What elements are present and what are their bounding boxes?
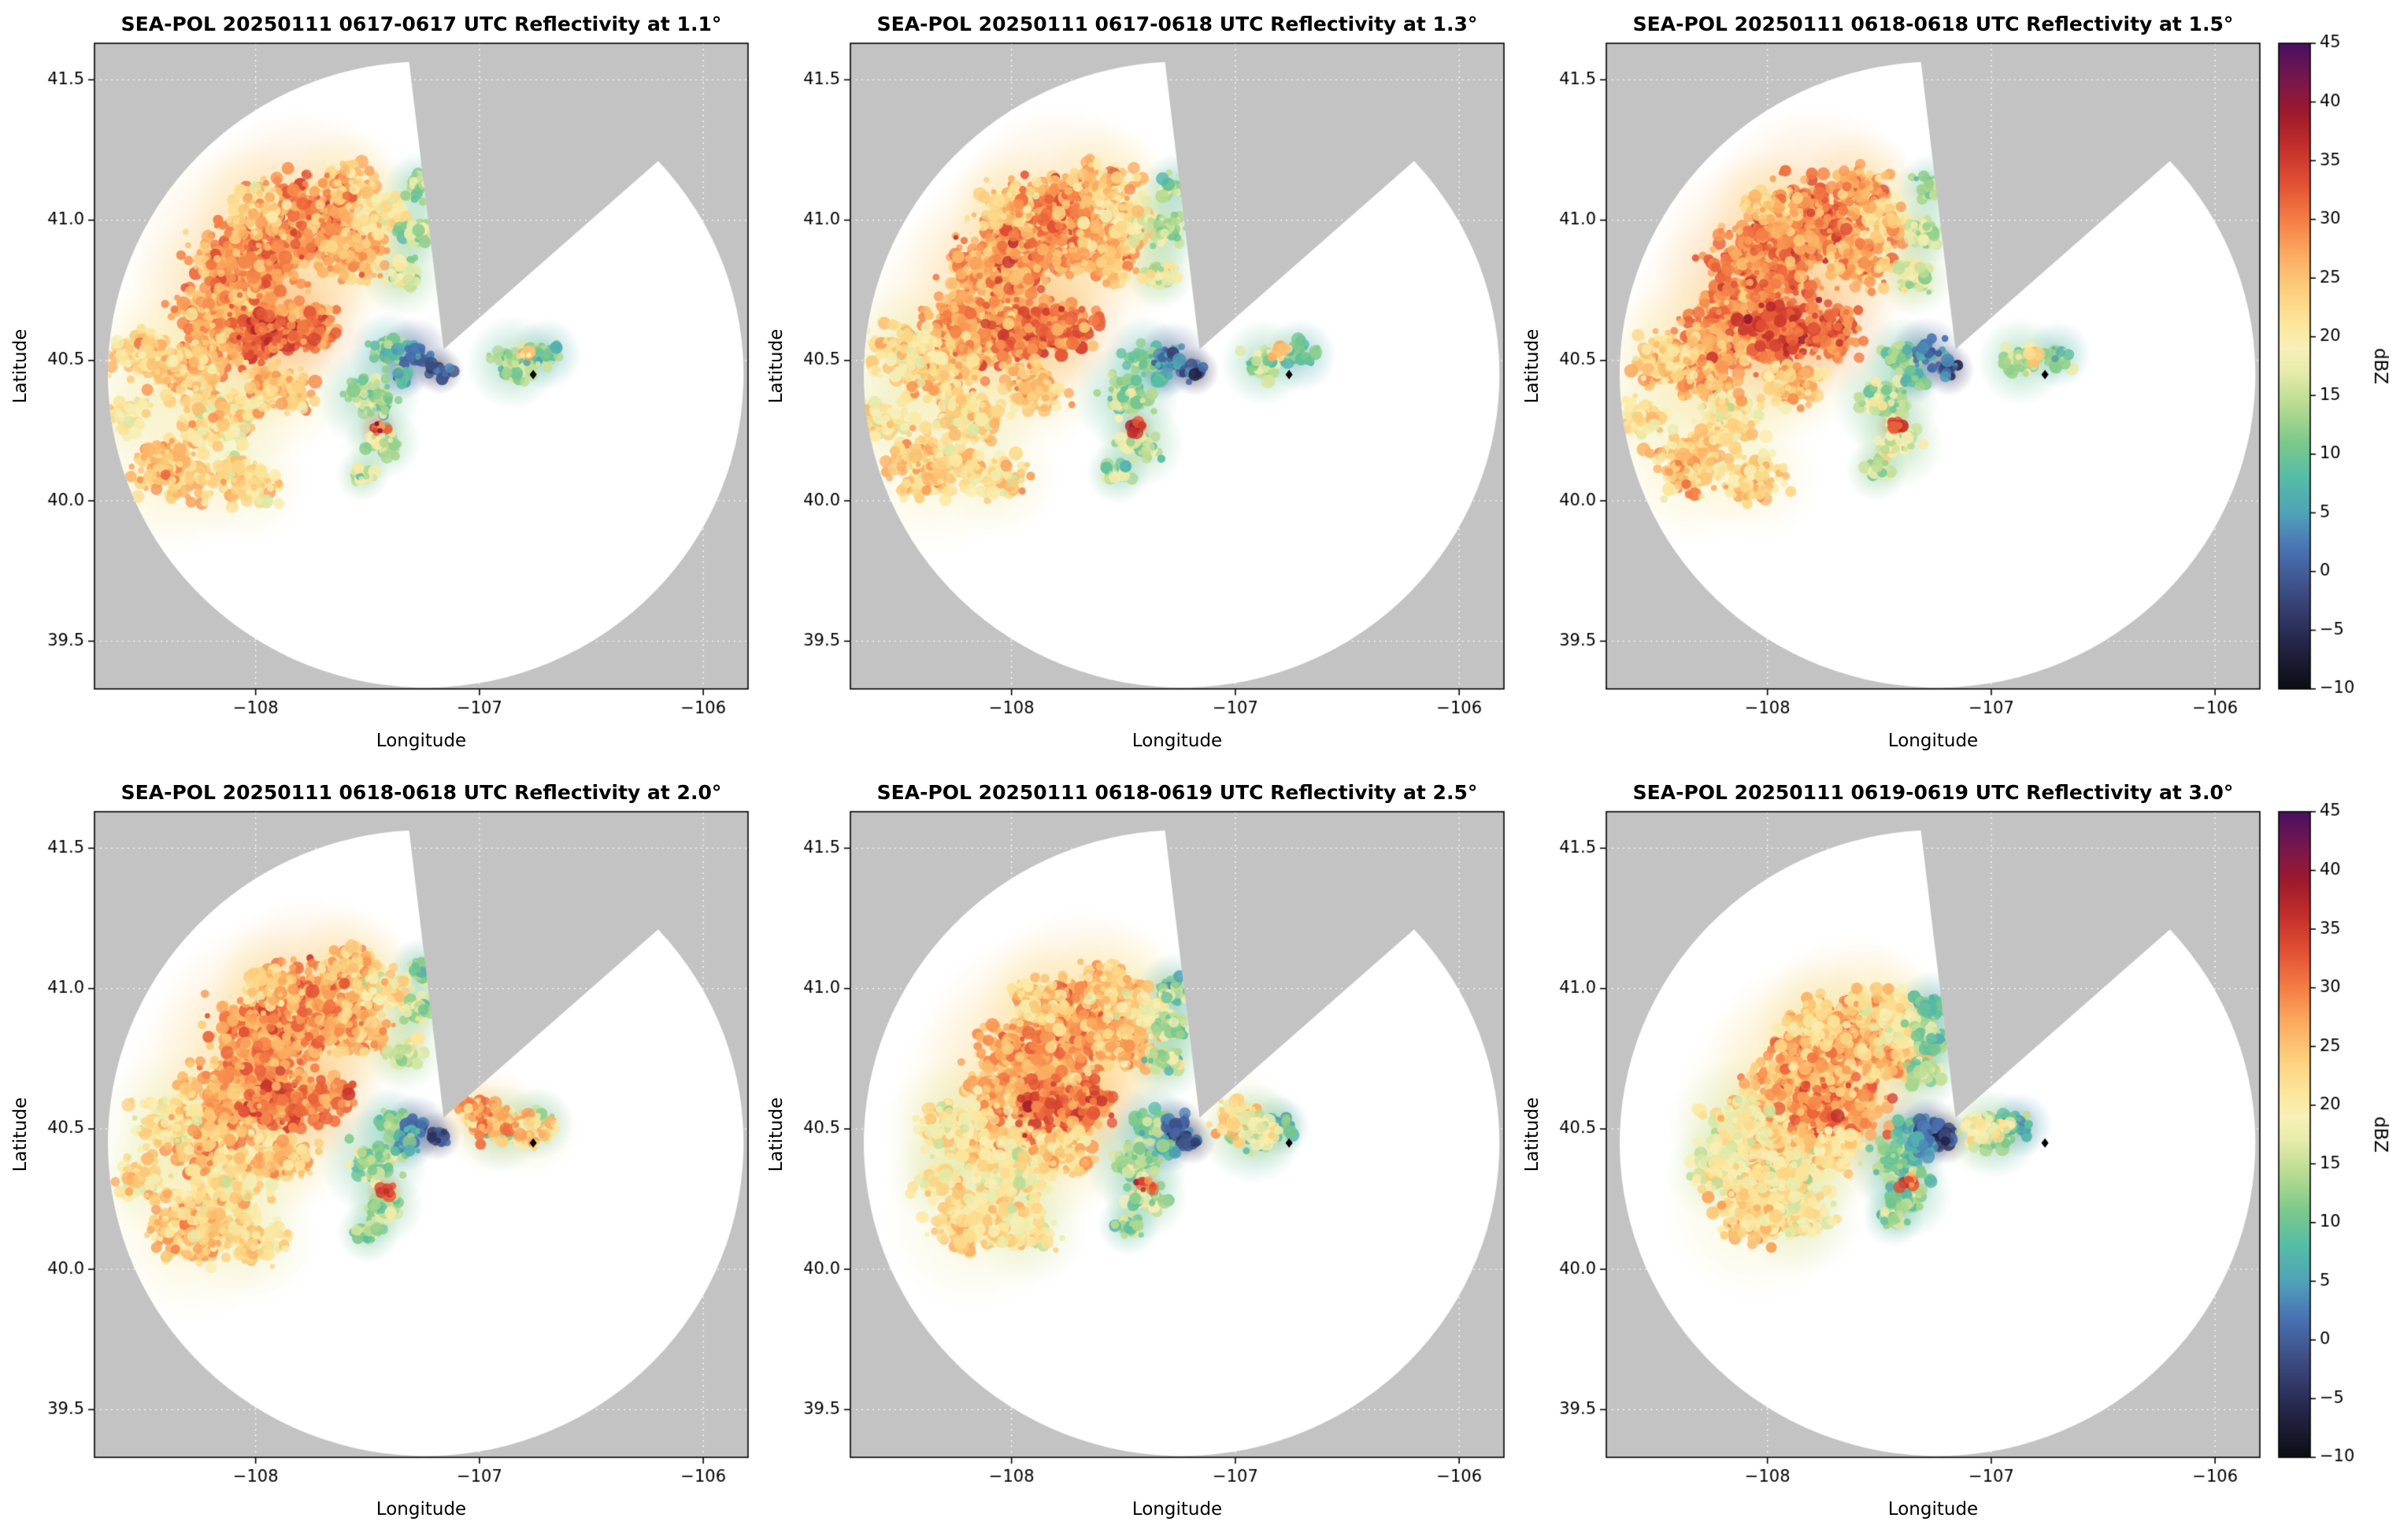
radar-panel: SEA-POL 20250111 0619-0619 UTC Reflectiv… <box>1512 768 2268 1537</box>
y-axis-label: Latitude <box>10 328 31 404</box>
radar-plot-canvas <box>1512 768 2268 1537</box>
radar-panel: SEA-POL 20250111 0617-0617 UTC Reflectiv… <box>0 0 756 768</box>
panel-title: SEA-POL 20250111 0618-0618 UTC Reflectiv… <box>120 781 722 804</box>
panel-title: SEA-POL 20250111 0619-0619 UTC Reflectiv… <box>1632 781 2234 804</box>
radar-plot-canvas <box>756 768 1512 1537</box>
colorbar-canvas <box>2268 768 2400 1537</box>
x-axis-label: Longitude <box>1131 1499 1223 1520</box>
y-axis-label: Latitude <box>1522 328 1543 404</box>
radar-panel: SEA-POL 20250111 0618-0619 UTC Reflectiv… <box>756 768 1512 1537</box>
x-axis-label: Longitude <box>376 731 467 751</box>
colorbar <box>2268 768 2400 1537</box>
x-axis-label: Longitude <box>1887 731 1979 751</box>
radar-plot-canvas <box>0 768 756 1537</box>
x-axis-label: Longitude <box>1887 1499 1979 1520</box>
radar-plot-canvas <box>756 0 1512 768</box>
figure-row-bottom: SEA-POL 20250111 0618-0618 UTC Reflectiv… <box>0 768 2400 1537</box>
radar-panel: SEA-POL 20250111 0618-0618 UTC Reflectiv… <box>0 768 756 1537</box>
figure-row-top: SEA-POL 20250111 0617-0617 UTC Reflectiv… <box>0 0 2400 768</box>
panel-title: SEA-POL 20250111 0617-0618 UTC Reflectiv… <box>876 13 1478 35</box>
x-axis-label: Longitude <box>1131 731 1223 751</box>
panel-title: SEA-POL 20250111 0618-0618 UTC Reflectiv… <box>1632 13 2234 35</box>
radar-plot-canvas <box>0 0 756 768</box>
y-axis-label: Latitude <box>766 1097 787 1172</box>
y-axis-label: Latitude <box>10 1097 31 1172</box>
radar-panel: SEA-POL 20250111 0618-0618 UTC Reflectiv… <box>1512 0 2268 768</box>
y-axis-label: Latitude <box>766 328 787 404</box>
radar-plot-canvas <box>1512 0 2268 768</box>
panel-title: SEA-POL 20250111 0618-0619 UTC Reflectiv… <box>876 781 1478 804</box>
y-axis-label: Latitude <box>1522 1097 1543 1172</box>
panel-title: SEA-POL 20250111 0617-0617 UTC Reflectiv… <box>120 13 722 35</box>
colorbar-canvas <box>2268 0 2400 768</box>
colorbar <box>2268 0 2400 768</box>
radar-panel: SEA-POL 20250111 0617-0618 UTC Reflectiv… <box>756 0 1512 768</box>
x-axis-label: Longitude <box>376 1499 467 1520</box>
